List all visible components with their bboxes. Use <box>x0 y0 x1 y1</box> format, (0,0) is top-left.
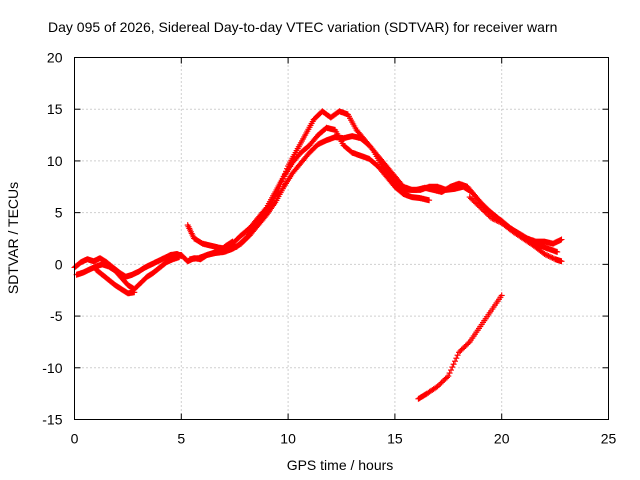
x-axis-label: GPS time / hours <box>287 457 394 473</box>
x-tick-label: 15 <box>387 431 403 447</box>
plot-frame <box>74 57 609 420</box>
series-day-d <box>466 194 565 265</box>
y-tick-label: 15 <box>47 101 63 117</box>
series-band-c <box>92 266 138 297</box>
series-markers <box>92 266 138 297</box>
y-tick-label: -15 <box>42 412 62 428</box>
x-tick-label: 0 <box>71 431 79 447</box>
series-outlier <box>415 292 505 402</box>
series-day-a <box>184 108 565 252</box>
data-markers <box>71 108 565 402</box>
y-axis-label: SDTVAR / TECUs <box>5 182 21 294</box>
series-band-b <box>73 254 183 293</box>
y-tick-label: 20 <box>47 50 63 66</box>
x-tick-label: 5 <box>177 431 185 447</box>
series-markers <box>73 254 183 293</box>
y-tick-label: -5 <box>50 308 63 324</box>
series-markers <box>71 251 185 280</box>
x-tick-label: 10 <box>280 431 296 447</box>
x-tick-label: 25 <box>601 431 617 447</box>
series-markers <box>184 108 565 252</box>
series-markers <box>165 238 236 265</box>
series-markers <box>186 133 561 263</box>
series-night-c <box>165 238 236 265</box>
y-tick-label: 10 <box>47 153 63 169</box>
tick-labels: 0 5 10 15 20 25 -15 -10 -5 0 5 10 15 20 <box>42 50 616 447</box>
x-tick-label: 20 <box>494 431 510 447</box>
series-markers <box>466 194 565 265</box>
y-tick-label: 0 <box>55 256 63 272</box>
series-day-b <box>186 133 561 263</box>
series-band-a <box>71 251 185 280</box>
series-markers <box>415 292 505 402</box>
chart-title: Day 095 of 2026, Sidereal Day-to-day VTE… <box>48 19 557 35</box>
y-tick-label: 5 <box>55 205 63 221</box>
y-tick-label: -10 <box>42 360 62 376</box>
